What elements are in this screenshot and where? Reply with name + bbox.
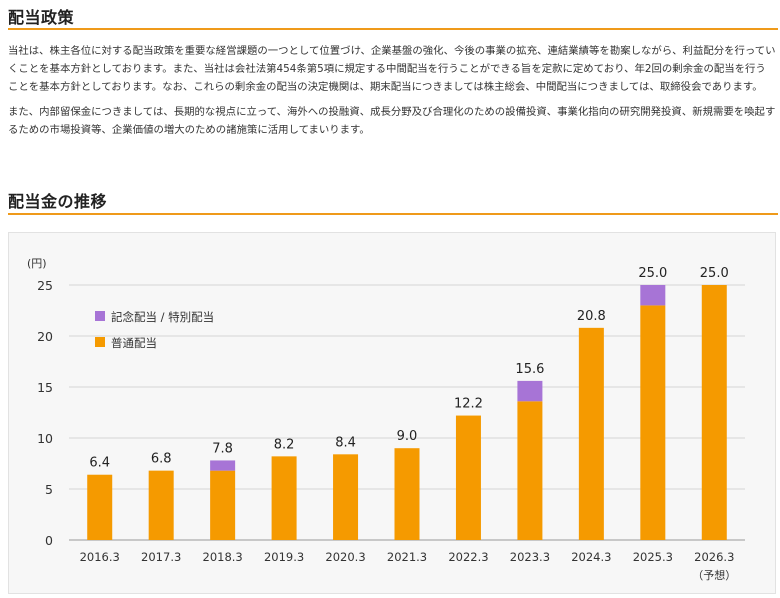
bar-total-label: 20.8 — [577, 309, 606, 324]
x-tick-label: 2024.3 — [571, 550, 611, 564]
y-tick-label: 0 — [45, 533, 53, 548]
bar-special-dividend — [640, 285, 666, 306]
x-tick-label: 2022.3 — [448, 550, 488, 564]
chart-gridlines — [69, 284, 745, 541]
x-tick-label: 2019.3 — [264, 550, 304, 564]
bar-ordinary-dividend — [333, 454, 359, 540]
legend-swatch — [95, 311, 105, 321]
bar-ordinary-dividend — [578, 327, 604, 540]
chart-bars — [87, 285, 727, 540]
y-axis-unit: (円) — [27, 257, 47, 270]
policy-paragraph-1: 当社は、株主各位に対する配当政策を重要な経営課題の一つとして位置づけ、企業基盤の… — [8, 45, 776, 93]
bar-special-dividend — [210, 460, 236, 471]
bar-ordinary-dividend — [394, 448, 420, 540]
dividend-title: 配当金の推移 — [8, 192, 108, 211]
dividend-chart: 0 5 10 15 20 25 (円) 6.4 6.8 7.8 8.2 8.4 9.0 12.2 15.6… — [27, 257, 745, 582]
x-tick-note: （予想） — [692, 568, 736, 582]
bar-total-label: 8.2 — [274, 437, 295, 452]
y-tick-label: 25 — [37, 278, 53, 293]
y-tick-label: 20 — [37, 329, 53, 344]
chart-x-ticks: 2016.3 2017.3 2018.3 2019.3 2020.3 2021.3 2022… — [80, 550, 737, 582]
bar-ordinary-dividend — [271, 456, 297, 540]
x-tick-label: 2025.3 — [633, 550, 673, 564]
bar-total-label: 8.4 — [335, 435, 356, 450]
bar-total-label: 15.6 — [515, 362, 544, 377]
x-tick-label: 2017.3 — [141, 550, 181, 564]
bar-ordinary-dividend — [87, 474, 113, 540]
chart-total-labels: 6.4 6.8 7.8 8.2 8.4 9.0 12.2 15.6 20.8 25.0 25.0 — [89, 266, 728, 471]
bar-ordinary-dividend — [455, 415, 481, 540]
x-tick-label: 2026.3 — [694, 550, 734, 564]
dividend-title-rule — [8, 213, 778, 215]
dividend-chart-panel: 0 5 10 15 20 25 (円) 6.4 6.8 7.8 8.2 8.4 9.0 12.2 15.6… — [8, 232, 776, 594]
bar-total-label: 12.2 — [454, 397, 483, 412]
bar-total-label: 6.8 — [151, 452, 172, 467]
x-tick-label: 2018.3 — [203, 550, 243, 564]
legend-swatch — [95, 337, 105, 347]
bar-ordinary-dividend — [701, 285, 727, 540]
y-tick-label: 10 — [37, 431, 53, 446]
legend-label: 記念配当 / 特別配当 — [111, 310, 214, 324]
policy-paragraph-2: また、内部留保金につきましては、長期的な視点に立って、海外への投融資、成長分野及… — [8, 106, 776, 136]
x-tick-label: 2023.3 — [510, 550, 550, 564]
bar-total-label: 7.8 — [212, 441, 233, 456]
bar-total-label: 9.0 — [397, 429, 418, 444]
bar-special-dividend — [517, 380, 543, 402]
bar-ordinary-dividend — [517, 401, 543, 540]
y-tick-label: 15 — [37, 380, 53, 395]
bar-ordinary-dividend — [148, 470, 174, 540]
x-tick-label: 2020.3 — [325, 550, 365, 564]
x-tick-label: 2021.3 — [387, 550, 427, 564]
policy-title: 配当政策 — [8, 8, 75, 27]
policy-title-rule — [8, 28, 778, 30]
bar-total-label: 25.0 — [638, 266, 667, 281]
chart-y-ticks: 0 5 10 15 20 25 (円) — [27, 257, 53, 548]
bar-ordinary-dividend — [210, 470, 236, 540]
bar-total-label: 25.0 — [700, 266, 729, 281]
x-tick-label: 2016.3 — [80, 550, 120, 564]
bar-ordinary-dividend — [640, 305, 666, 540]
legend-label: 普通配当 — [111, 336, 157, 350]
bar-total-label: 6.4 — [89, 456, 110, 471]
y-tick-label: 5 — [45, 482, 53, 497]
